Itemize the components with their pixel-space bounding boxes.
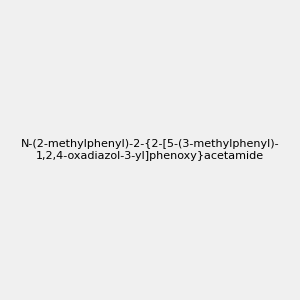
Text: N-(2-methylphenyl)-2-{2-[5-(3-methylphenyl)-
1,2,4-oxadiazol-3-yl]phenoxy}acetam: N-(2-methylphenyl)-2-{2-[5-(3-methylphen… [21, 139, 279, 161]
